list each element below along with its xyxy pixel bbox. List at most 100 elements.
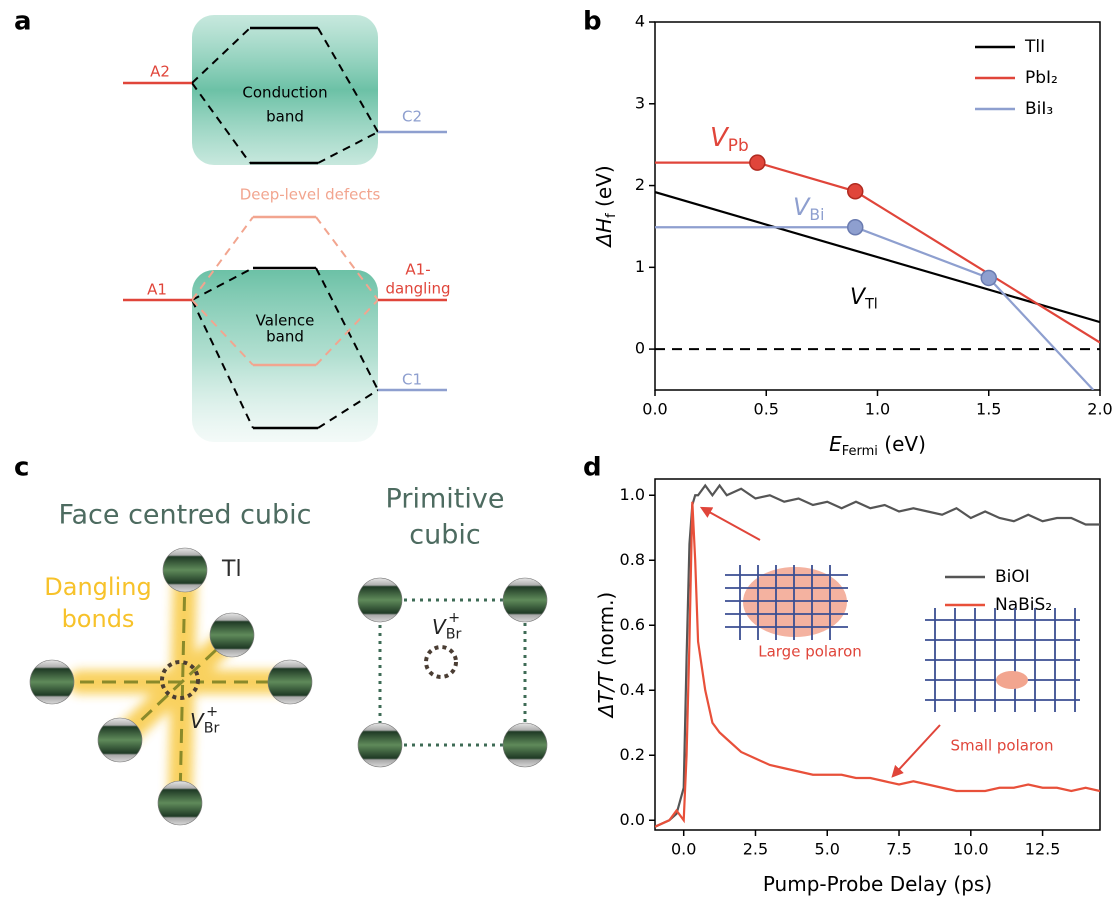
level-label: A2 bbox=[150, 63, 170, 81]
band-label: band bbox=[266, 328, 304, 346]
y-tick-label: 0.4 bbox=[620, 680, 645, 699]
x-tick-label: 12.5 bbox=[1025, 840, 1061, 859]
text-main: V bbox=[793, 193, 811, 221]
atom bbox=[503, 723, 547, 767]
x-tick-label: 0.0 bbox=[671, 840, 696, 859]
atom bbox=[158, 781, 202, 825]
y-axis-title: ΔHf (eV) bbox=[592, 165, 619, 248]
level-label: A1 bbox=[147, 281, 167, 299]
text-sub: Br bbox=[446, 627, 462, 643]
inset-label: Large polaron bbox=[758, 643, 862, 661]
diagram-title: cubic bbox=[409, 520, 480, 551]
vacancy-label: VBr+ bbox=[432, 610, 461, 643]
y-tick-label: 3 bbox=[635, 93, 645, 112]
x-tick-label: 0.5 bbox=[754, 400, 779, 419]
y-tick-label: 0.8 bbox=[620, 550, 645, 569]
page: a b c d Conduction band Valence band Dee… bbox=[0, 0, 1116, 902]
panel-label: c bbox=[14, 453, 29, 483]
band-label: Conduction bbox=[242, 84, 327, 102]
x-axis-title: Pump-Probe Delay (ps) bbox=[763, 872, 992, 896]
legend-label: BiOI bbox=[995, 567, 1030, 587]
atom bbox=[503, 578, 547, 622]
atom bbox=[268, 660, 312, 704]
text-main: ΔH bbox=[592, 218, 616, 249]
x-tick-label: 2.0 bbox=[1087, 400, 1112, 419]
bond-label: Dangling bbox=[44, 573, 151, 601]
vacancy-label: VBr+ bbox=[190, 704, 219, 737]
diagram-title: Primitive bbox=[386, 484, 505, 515]
series-line bbox=[655, 486, 1100, 827]
diagram-title: Face centred cubic bbox=[58, 500, 311, 531]
series-line bbox=[655, 163, 1100, 343]
polaron-cloud bbox=[996, 671, 1028, 689]
level-label: C1 bbox=[402, 371, 422, 389]
panel-label: d bbox=[583, 453, 602, 483]
y-tick-label: 0.6 bbox=[620, 615, 645, 634]
defect-marker bbox=[848, 184, 863, 199]
arrow bbox=[702, 508, 760, 540]
legend-label: TlI bbox=[1024, 37, 1045, 57]
defect-marker bbox=[750, 155, 765, 170]
x-tick-label: 1.0 bbox=[865, 400, 890, 419]
bond-label: bonds bbox=[62, 605, 135, 633]
y-axis-title: ΔT/T (norm.) bbox=[594, 592, 618, 719]
atom bbox=[98, 718, 142, 762]
y-tick-label: 1 bbox=[635, 257, 645, 276]
y-tick-label: 2 bbox=[635, 175, 645, 194]
defect-label: Deep-level defects bbox=[240, 186, 381, 204]
text-rest: (eV) bbox=[592, 165, 616, 213]
x-tick-label: 10.0 bbox=[953, 840, 989, 859]
text-sup: + bbox=[448, 610, 460, 626]
y-tick-label: 0.2 bbox=[620, 745, 645, 764]
x-axis-title: EFermi (eV) bbox=[829, 432, 926, 459]
text-sub: Fermi bbox=[842, 444, 878, 459]
level-label: C2 bbox=[402, 108, 422, 126]
text-rest: (norm.) bbox=[594, 592, 618, 673]
y-tick-label: 1.0 bbox=[620, 485, 645, 504]
text-sub: Pb bbox=[728, 135, 749, 155]
band-diagram: Conduction band Valence band Deep-level … bbox=[123, 15, 451, 442]
text-rest: Pump-Probe Delay (ps) bbox=[763, 872, 992, 896]
text-sub: Bi bbox=[809, 206, 824, 224]
lattice-diagram: Face centred cubic Primitive cubic Tl Da… bbox=[30, 484, 547, 826]
series-line bbox=[655, 502, 1100, 827]
level-label: A1- bbox=[405, 261, 430, 279]
atom bbox=[30, 660, 74, 704]
band-label: band bbox=[266, 108, 304, 126]
y-tick-label: 4 bbox=[635, 12, 645, 31]
text-sup: + bbox=[206, 704, 218, 720]
legend-label: BiI₃ bbox=[1025, 99, 1053, 119]
figure: a b c d Conduction band Valence band Dee… bbox=[0, 0, 1116, 902]
x-tick-label: 2.5 bbox=[743, 840, 768, 859]
atom bbox=[210, 613, 254, 657]
text-rest: (eV) bbox=[878, 432, 926, 456]
arrow bbox=[893, 725, 940, 776]
vacancy-site bbox=[426, 647, 456, 677]
annotation: VTl bbox=[850, 285, 878, 313]
y-tick-label: 0 bbox=[635, 339, 645, 358]
atom-label: Tl bbox=[221, 557, 242, 582]
y-tick-label: 0.0 bbox=[620, 810, 645, 829]
defect-marker bbox=[848, 220, 863, 235]
text-sub: Tl bbox=[864, 297, 878, 313]
inset-label: Small polaron bbox=[950, 737, 1053, 755]
x-tick-label: 5.0 bbox=[815, 840, 840, 859]
x-tick-label: 1.5 bbox=[976, 400, 1001, 419]
panel-label: b bbox=[583, 7, 602, 37]
atom bbox=[358, 723, 402, 767]
valence-band-box bbox=[192, 270, 378, 442]
lattice-grid bbox=[925, 608, 1080, 712]
atom bbox=[358, 578, 402, 622]
text-main: ΔT/T bbox=[594, 671, 618, 720]
x-tick-label: 0.0 bbox=[642, 400, 667, 419]
panel-label: a bbox=[14, 7, 32, 37]
text-main: E bbox=[829, 432, 842, 456]
text-sub: Br bbox=[204, 721, 220, 737]
atom bbox=[163, 548, 207, 592]
legend-label: NaBiS₂ bbox=[995, 595, 1052, 615]
level-label: dangling bbox=[385, 280, 450, 298]
annotation: VBi bbox=[793, 193, 824, 224]
legend-label: PbI₂ bbox=[1025, 68, 1058, 88]
defect-marker bbox=[981, 270, 996, 285]
